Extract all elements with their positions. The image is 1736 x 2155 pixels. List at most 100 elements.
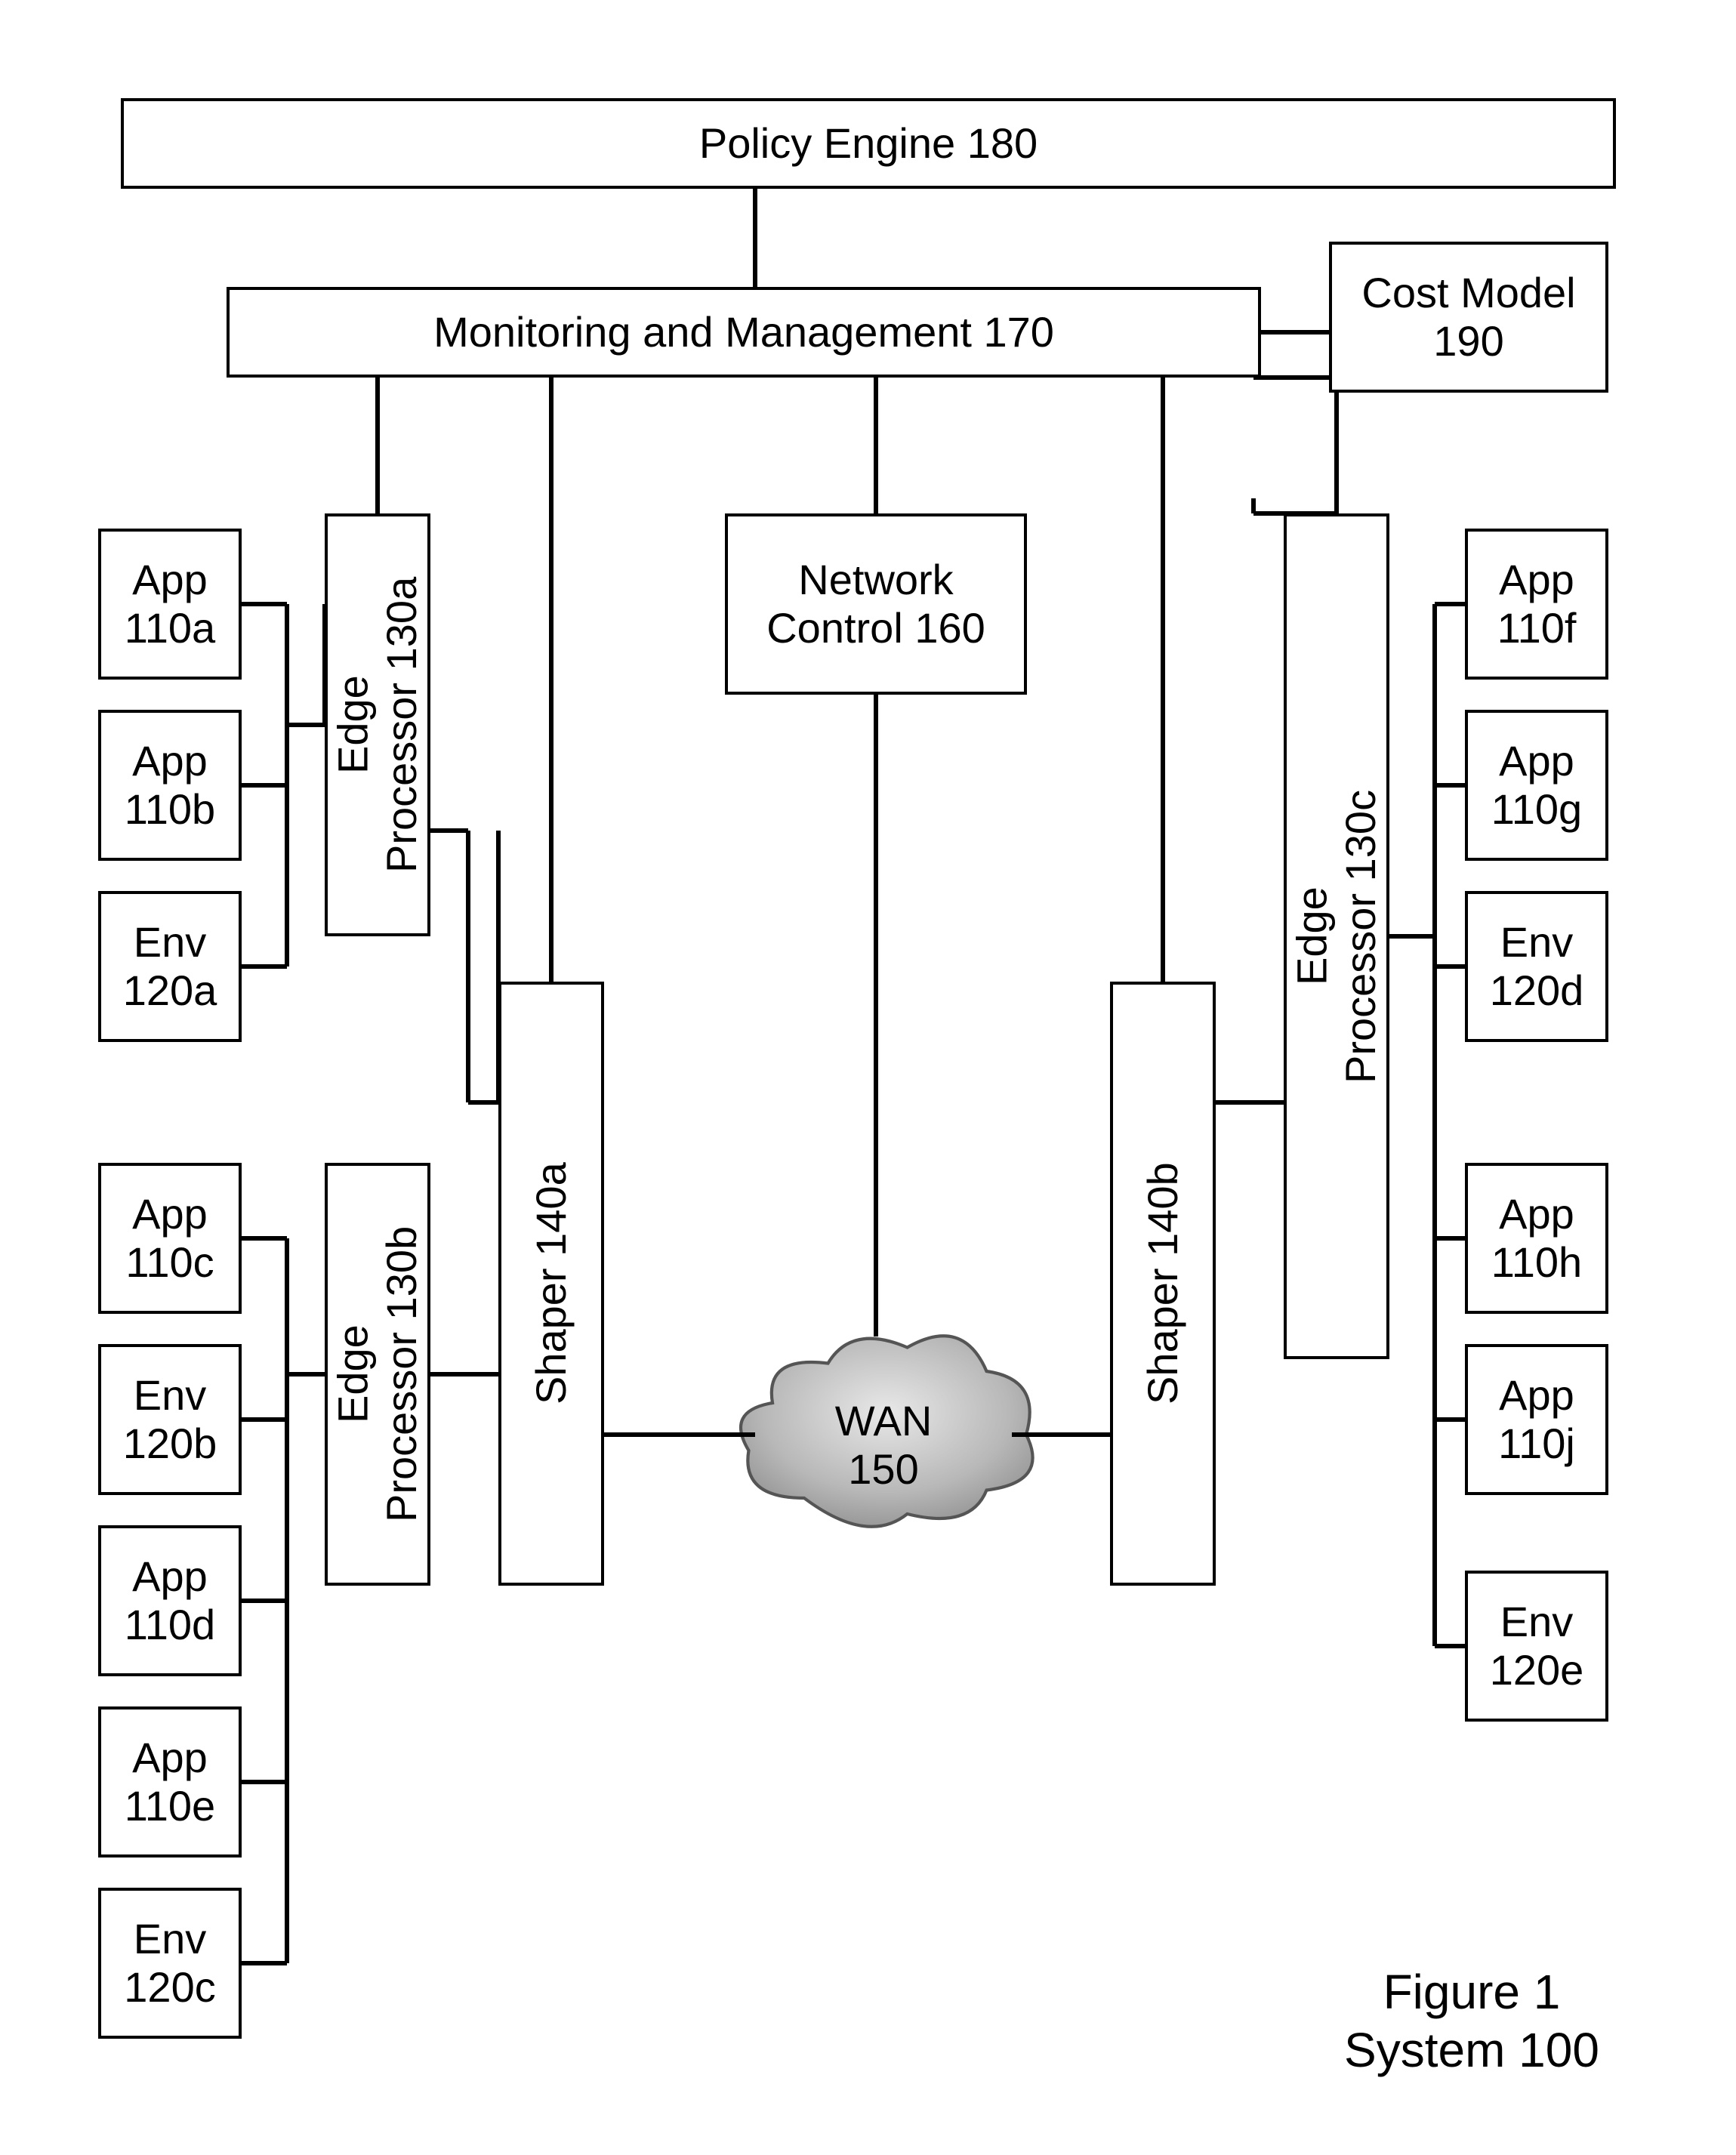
node-app_j-line2: 110j <box>1498 1420 1575 1468</box>
connector <box>242 1417 287 1422</box>
node-app_f: App110f <box>1465 529 1608 680</box>
node-env_a-line1: Env <box>134 918 207 967</box>
node-edge_c-line1: Edge <box>1288 887 1337 986</box>
node-app_c: App110c <box>98 1163 242 1314</box>
node-app_d-line2: 110d <box>125 1601 215 1649</box>
connector <box>1432 936 1437 1646</box>
node-app_d-line1: App <box>132 1552 208 1601</box>
node-app_a-line2: 110a <box>125 604 215 652</box>
node-netctrl-line2: Control 160 <box>766 604 985 652</box>
connector <box>468 1100 498 1105</box>
node-env_e-line2: 120e <box>1490 1646 1584 1694</box>
connector <box>242 783 287 788</box>
wan-label-1: WAN <box>835 1397 933 1444</box>
node-app_j: App110j <box>1465 1344 1608 1495</box>
node-netctrl: NetworkControl 160 <box>725 513 1027 695</box>
connector <box>753 189 757 287</box>
node-app_a: App110a <box>98 529 242 680</box>
node-edge_a: EdgeProcessor 130a <box>325 513 430 936</box>
node-edge_b-line2: Processor 130b <box>378 1226 426 1522</box>
node-app_j-line1: App <box>1499 1371 1574 1420</box>
node-edge_a-line2: Processor 130a <box>378 577 426 873</box>
connector <box>1334 378 1339 498</box>
connector <box>1435 1236 1465 1241</box>
caption-line-2: System 100 <box>1344 2023 1599 2077</box>
connector <box>242 602 287 606</box>
connector <box>242 1961 287 1965</box>
node-app_e-line2: 110e <box>125 1782 215 1830</box>
caption-line-1: Figure 1 <box>1383 1965 1561 2019</box>
connector <box>1012 1432 1110 1437</box>
connector <box>285 725 289 967</box>
node-app_e-line1: App <box>132 1734 208 1782</box>
node-app_h: App110h <box>1465 1163 1608 1314</box>
connector <box>1251 498 1256 513</box>
connector <box>285 1238 289 1374</box>
connector <box>430 1372 498 1377</box>
connector <box>287 723 325 727</box>
wan-cloud-label: WAN 150 <box>823 1397 944 1494</box>
node-app_g: App110g <box>1465 710 1608 861</box>
connector <box>285 604 289 725</box>
node-env_e: Env120e <box>1465 1571 1608 1722</box>
connector <box>287 1372 325 1377</box>
node-env_d-line2: 120d <box>1490 967 1584 1015</box>
connector <box>242 964 287 969</box>
node-env_b-line2: 120b <box>123 1420 217 1468</box>
node-app_a-line1: App <box>132 556 208 604</box>
node-app_g-line2: 110g <box>1491 785 1582 834</box>
connector <box>1435 783 1465 788</box>
node-edge_b-line1: Edge <box>329 1325 378 1424</box>
node-cost-line1: Cost Model <box>1361 269 1575 317</box>
wan-label-2: 150 <box>848 1445 918 1493</box>
connector <box>874 695 878 1336</box>
node-env_a: Env120a <box>98 891 242 1042</box>
node-env_d-line1: Env <box>1500 918 1574 967</box>
connector <box>242 1236 287 1241</box>
node-app_f-line1: App <box>1499 556 1574 604</box>
diagram-canvas: WAN 150 Figure 1 System 100 Policy Engin… <box>0 0 1736 2155</box>
node-app_f-line2: 110f <box>1497 604 1577 652</box>
connector <box>1435 1417 1465 1422</box>
node-cost-line2: 190 <box>1433 317 1503 365</box>
connector <box>1435 964 1465 969</box>
connector <box>604 1432 755 1437</box>
connector <box>242 1780 287 1784</box>
node-shaper_b-line1: Shaper 140b <box>1139 1163 1187 1405</box>
connector <box>874 378 878 513</box>
node-app_c-line1: App <box>132 1190 208 1238</box>
node-app_b-line2: 110b <box>125 785 215 834</box>
connector <box>549 378 553 982</box>
node-env_d: Env120d <box>1465 891 1608 1042</box>
figure-caption: Figure 1 System 100 <box>1344 1963 1599 2079</box>
connector <box>1435 1644 1465 1648</box>
connector <box>285 1374 289 1963</box>
node-env_c: Env120c <box>98 1888 242 2039</box>
connector <box>1435 602 1465 606</box>
connector <box>1432 785 1437 936</box>
node-app_e: App110e <box>98 1706 242 1857</box>
node-shaper_a-line1: Shaper 140a <box>527 1163 575 1405</box>
node-app_b-line1: App <box>132 737 208 785</box>
node-edge_b: EdgeProcessor 130b <box>325 1163 430 1586</box>
node-env_a-line2: 120a <box>123 967 217 1015</box>
node-cost: Cost Model190 <box>1329 242 1608 393</box>
node-policy-line1: Policy Engine 180 <box>699 119 1038 168</box>
node-app_g-line1: App <box>1499 737 1574 785</box>
node-env_b: Env120b <box>98 1344 242 1495</box>
node-edge_a-line1: Edge <box>329 676 378 775</box>
node-edge_c: EdgeProcessor 130c <box>1284 513 1389 1359</box>
node-netctrl-line1: Network <box>798 556 953 604</box>
node-app_h-line1: App <box>1499 1190 1574 1238</box>
connector <box>1261 330 1329 335</box>
node-app_b: App110b <box>98 710 242 861</box>
node-shaper_b: Shaper 140b <box>1110 982 1216 1586</box>
node-monitor-line1: Monitoring and Management 170 <box>433 308 1054 356</box>
node-env_e-line1: Env <box>1500 1598 1574 1646</box>
connector <box>430 828 468 833</box>
connector <box>1253 375 1337 380</box>
connector <box>375 378 380 513</box>
connector <box>1389 934 1435 939</box>
node-policy: Policy Engine 180 <box>121 98 1616 189</box>
node-env_c-line2: 120c <box>124 1963 215 2012</box>
